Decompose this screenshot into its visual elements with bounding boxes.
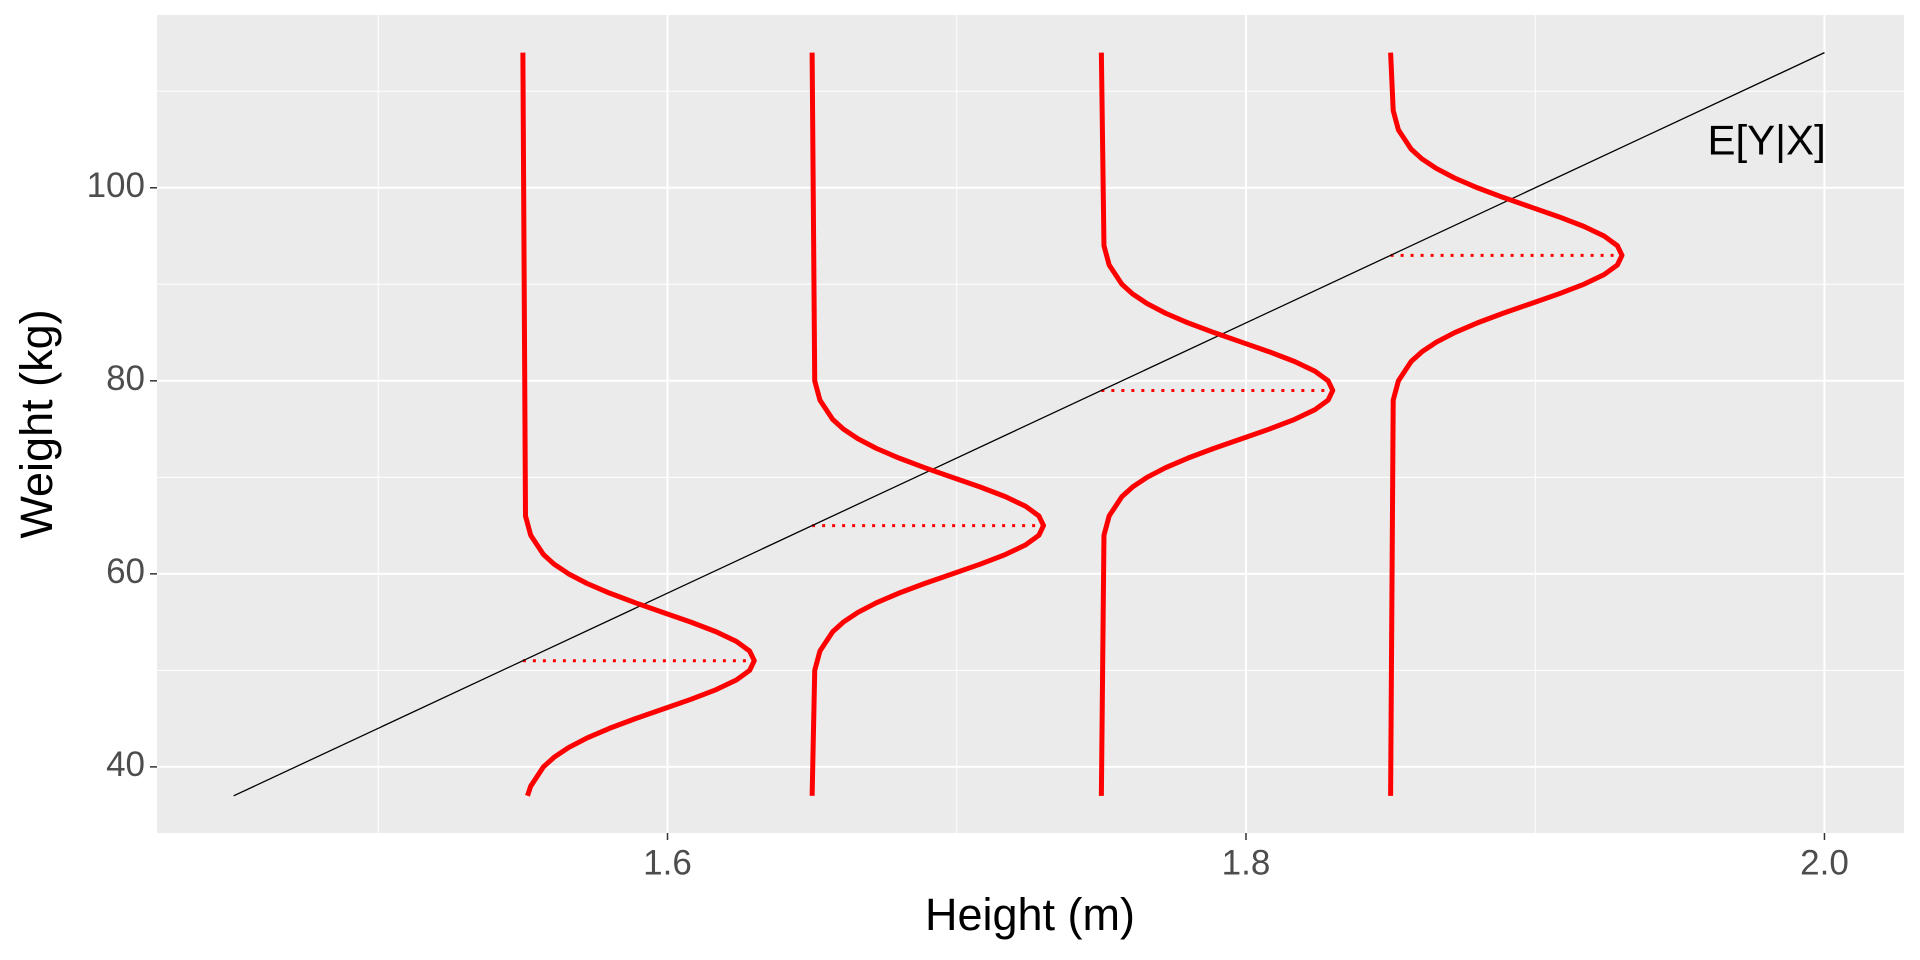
x-tick-label: 1.8 [1222, 843, 1271, 882]
grid [157, 15, 1904, 833]
density-curve [1388, 52, 1625, 796]
x-axis-title: Height (m) [925, 889, 1135, 940]
density-curve [1098, 52, 1336, 796]
x-tick-label: 1.6 [643, 843, 692, 882]
annotation: E[Y|X] [1707, 116, 1825, 163]
density-curve [520, 52, 757, 797]
y-tick-label: 60 [106, 552, 145, 591]
y-axis-title: Weight (kg) [11, 309, 62, 538]
y-tick-label: 40 [106, 745, 145, 784]
y-tick-label: 100 [87, 166, 145, 205]
regression-line [233, 52, 1825, 797]
x-tick-label: 2.0 [1800, 843, 1849, 882]
y-tick-label: 80 [106, 359, 145, 398]
marks [233, 52, 1825, 797]
density-curve [809, 52, 1047, 796]
